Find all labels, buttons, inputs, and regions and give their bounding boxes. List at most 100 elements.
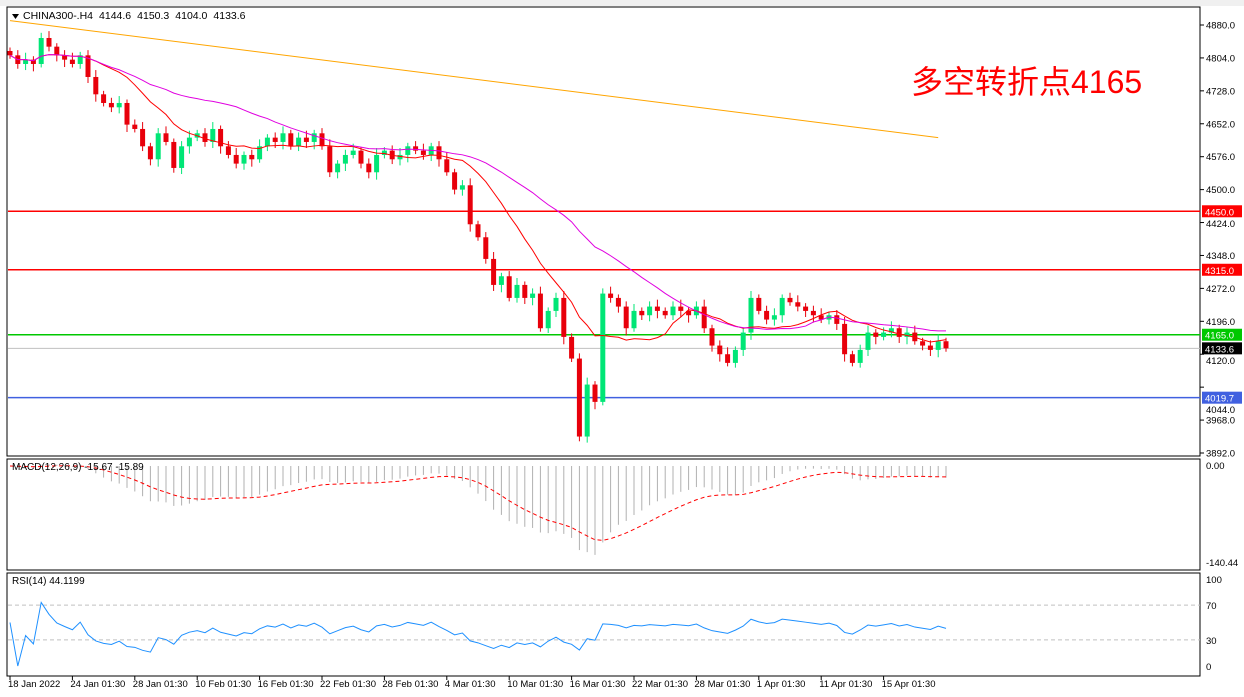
level-tag: [1202, 205, 1242, 218]
time-label: 28 Mar 01:30: [694, 679, 750, 690]
level-tag: [1202, 328, 1242, 341]
candle-body: [23, 59, 29, 64]
candle-body: [670, 306, 676, 316]
candle-body: [647, 306, 653, 316]
collapse-triangle-icon[interactable]: [12, 14, 19, 19]
candle-body: [818, 315, 824, 320]
candle-body: [186, 137, 192, 147]
price-tick-label: 4348.0: [1206, 251, 1235, 262]
candle-body: [171, 141, 177, 168]
candle-body: [38, 37, 44, 64]
candle-body: [452, 172, 458, 190]
candle-body: [717, 345, 723, 355]
candle-body: [459, 185, 465, 190]
ma-mid-line: [9, 54, 947, 332]
candle-body: [54, 46, 60, 56]
rsi-tick-label: 70: [1206, 601, 1217, 612]
candle-body: [436, 146, 442, 160]
candle-body: [257, 146, 263, 160]
candle-body: [514, 284, 520, 298]
price-tick-label: 4272.0: [1206, 284, 1235, 295]
candle-body: [249, 154, 255, 160]
candle-body: [927, 345, 933, 350]
candle-body: [467, 185, 473, 225]
candle-body: [233, 154, 239, 164]
candle-body: [725, 354, 731, 363]
time-label: 10 Feb 01:30: [195, 679, 251, 690]
candle-body: [803, 306, 809, 311]
current-price-tag: [1202, 342, 1242, 355]
time-label: 22 Feb 01:30: [320, 679, 376, 690]
price-tick-label: 4804.0: [1206, 53, 1235, 64]
candle-body: [842, 323, 848, 355]
candle-body: [584, 384, 590, 437]
header-low: 4104.0: [175, 10, 207, 22]
candle-body: [350, 150, 356, 155]
candle-body: [873, 332, 879, 337]
candle-body: [748, 297, 754, 333]
candle-body: [272, 137, 278, 142]
candle-body: [795, 302, 801, 307]
candle-body: [30, 59, 36, 64]
candle-body: [62, 55, 68, 60]
candle-body: [413, 146, 419, 151]
candle-body: [678, 306, 684, 311]
annotation-text: 多空转折点4165: [911, 64, 1142, 100]
candle-body: [210, 128, 216, 142]
time-label: 28 Jan 01:30: [133, 679, 188, 690]
level-tag-label: 4165.0: [1205, 331, 1234, 342]
candle-body: [600, 293, 606, 402]
candle-body: [771, 315, 777, 320]
candle-body: [553, 297, 559, 311]
price-tick-label: 4728.0: [1206, 86, 1235, 97]
price-tick-label: 4120.0: [1206, 356, 1235, 367]
macd-label: MACD(12,26,9) -15.67 -15.89: [12, 462, 144, 473]
time-label: 10 Mar 01:30: [507, 679, 563, 690]
candle-body: [491, 258, 497, 285]
candle-body: [787, 297, 793, 303]
candle-body: [701, 306, 707, 329]
time-label: 16 Mar 01:30: [570, 679, 626, 690]
candle-body: [810, 310, 816, 316]
time-label: 22 Mar 01:30: [632, 679, 688, 690]
candle-body: [756, 297, 762, 311]
candle-body: [483, 237, 489, 259]
candle-body: [764, 310, 770, 320]
candle-body: [857, 349, 863, 363]
candle-body: [101, 94, 107, 103]
level-tag-label: 4315.0: [1205, 266, 1234, 277]
candle-body: [662, 310, 668, 316]
time-label: 11 Apr 01:30: [819, 679, 872, 690]
time-label: 4 Mar 01:30: [445, 679, 496, 690]
candle-body: [561, 297, 567, 337]
candle-body: [849, 354, 855, 363]
header-symbol: CHINA300-.H4: [23, 10, 93, 22]
candle-body: [615, 297, 621, 307]
rsi-tick-label: 100: [1206, 575, 1222, 586]
candle-body: [506, 276, 512, 298]
candle-body: [147, 146, 153, 160]
candle-body: [576, 358, 582, 437]
candle-body: [264, 137, 270, 147]
candle-body: [545, 310, 551, 329]
time-label: 28 Feb 01:30: [382, 679, 438, 690]
candle-body: [116, 102, 122, 108]
rsi-tick-label: 0: [1206, 662, 1211, 673]
candle-body: [77, 55, 83, 64]
header-open: 4144.6: [99, 10, 131, 22]
candle-body: [288, 133, 294, 147]
candle-body: [93, 76, 99, 95]
time-label: 16 Feb 01:30: [258, 679, 314, 690]
price-tick-label: 4424.0: [1206, 219, 1235, 230]
candle-body: [498, 276, 504, 285]
time-label: 24 Jan 01:30: [70, 679, 125, 690]
candle-body: [85, 55, 91, 77]
candle-body: [202, 133, 208, 142]
candle-body: [631, 310, 637, 329]
candle-body: [537, 293, 543, 329]
ma-fast-line: [9, 54, 947, 343]
candle-body: [7, 50, 13, 56]
candle-body: [732, 349, 738, 363]
